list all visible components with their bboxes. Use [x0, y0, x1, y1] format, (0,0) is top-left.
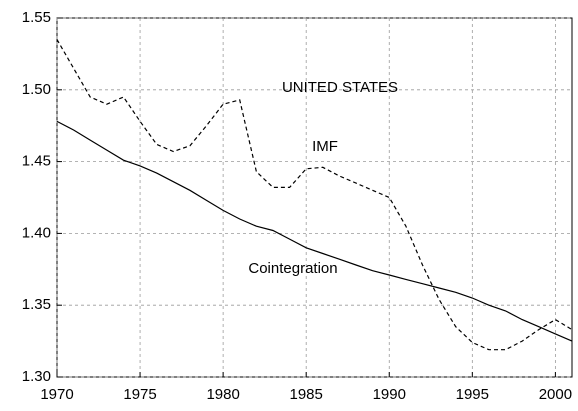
- series-line: [56, 39, 573, 351]
- x-tick-label: 1980: [206, 386, 239, 403]
- plot-frame: [56, 17, 573, 378]
- x-tick-label: 1990: [373, 386, 406, 403]
- x-tick-label: 1985: [290, 386, 323, 403]
- x-tick-label: 1975: [123, 386, 156, 403]
- y-tick-label: 1.30: [22, 368, 51, 385]
- annotation: IMF: [312, 138, 338, 155]
- series-line: [56, 120, 573, 342]
- x-tick-label: 1970: [40, 386, 73, 403]
- annotation: Cointegration: [248, 260, 337, 277]
- annotation: UNITED STATES: [282, 79, 398, 96]
- x-tick-label: 2000: [539, 386, 572, 403]
- y-tick-label: 1.40: [22, 224, 51, 241]
- x-tick-label: 1995: [456, 386, 489, 403]
- y-tick-label: 1.50: [22, 81, 51, 98]
- y-tick-label: 1.55: [22, 9, 51, 26]
- y-tick-label: 1.45: [22, 153, 51, 170]
- y-tick-label: 1.35: [22, 296, 51, 313]
